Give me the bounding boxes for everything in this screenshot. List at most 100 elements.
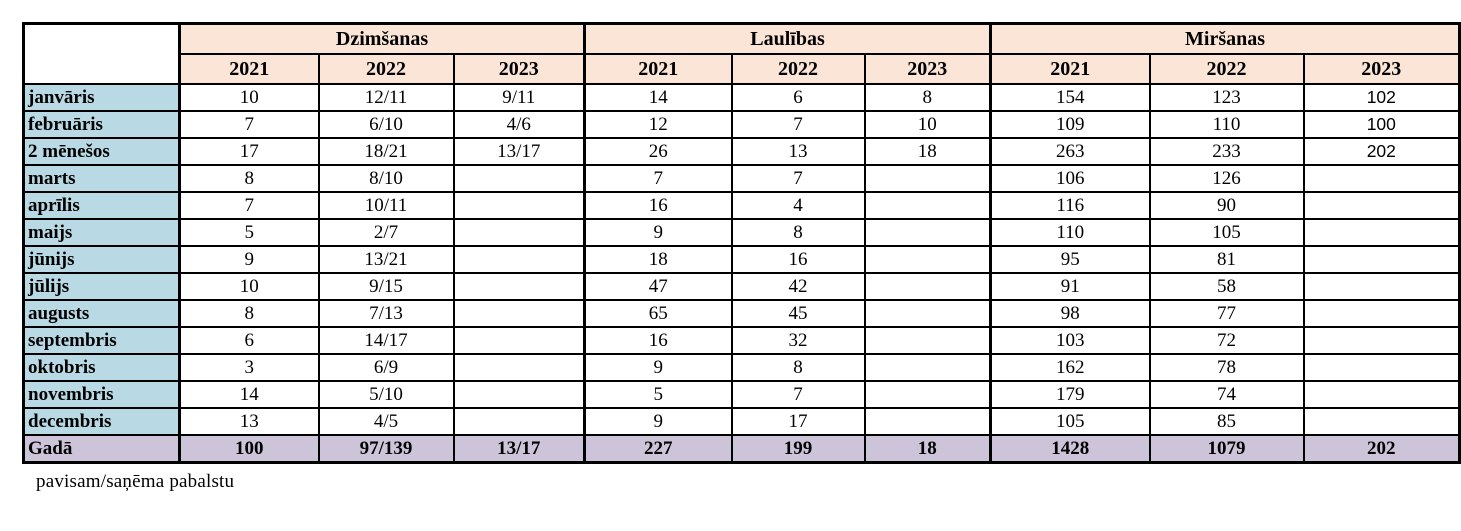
value-cell: 100 [178, 434, 320, 464]
month-label-cell: jūlijs [22, 272, 181, 301]
value-cell: 7 [730, 164, 866, 193]
table-row: februāris 7 6/10 4/6 12 7 10 109 110 100 [22, 110, 1461, 139]
value-cell: 106 [989, 164, 1151, 193]
month-label-cell: marts [22, 164, 181, 193]
value-cell: 10 [178, 272, 320, 301]
value-cell [452, 353, 586, 382]
table-row: septembris 6 14/17 16 32 103 72 [22, 326, 1461, 355]
value-cell: 81 [1148, 245, 1305, 274]
value-cell: 95 [989, 245, 1151, 274]
month-label-cell: septembris [22, 326, 181, 355]
value-cell [452, 191, 586, 220]
value-cell: 77 [1148, 299, 1305, 328]
value-cell: 16 [730, 245, 866, 274]
value-cell: 8 [863, 83, 992, 112]
value-cell: 6/9 [317, 353, 455, 382]
value-cell: 14/17 [317, 326, 455, 355]
year-header-cell: 2021 [989, 53, 1151, 85]
value-cell [863, 326, 992, 355]
table-row: jūnijs 9 13/21 18 16 95 81 [22, 245, 1461, 274]
value-cell [452, 272, 586, 301]
year-header-cell: 2021 [178, 53, 320, 85]
value-cell [452, 407, 586, 436]
value-cell: 13/17 [452, 434, 586, 464]
value-cell [452, 218, 586, 247]
value-cell: 9/11 [452, 83, 586, 112]
value-cell: 3 [178, 353, 320, 382]
value-cell: 10 [178, 83, 320, 112]
value-cell: 7 [583, 164, 733, 193]
value-cell: 98 [989, 299, 1151, 328]
value-cell: 6/10 [317, 110, 455, 139]
year-header-cell: 2022 [317, 53, 455, 85]
table-row: oktobris 3 6/9 9 8 162 78 [22, 353, 1461, 382]
table-row: aprīlis 7 10/11 16 4 116 90 [22, 191, 1461, 220]
value-cell [863, 380, 992, 409]
table-row: jūlijs 10 9/15 47 42 91 58 [22, 272, 1461, 301]
value-cell: 10/11 [317, 191, 455, 220]
value-cell: 16 [583, 326, 733, 355]
value-cell: 154 [989, 83, 1151, 112]
value-cell: 74 [1148, 380, 1305, 409]
footnote: pavisam/saņēma pabalstu [36, 471, 235, 492]
value-cell [1302, 407, 1461, 436]
year-header-cell: 2023 [1302, 53, 1461, 85]
value-cell: 42 [730, 272, 866, 301]
value-cell: 13 [178, 407, 320, 436]
value-cell: 102 [1302, 83, 1461, 112]
value-cell: 9 [583, 218, 733, 247]
value-cell: 100 [1302, 110, 1461, 139]
value-cell: 16 [583, 191, 733, 220]
value-cell: 6 [178, 326, 320, 355]
value-cell [863, 164, 992, 193]
value-cell: 6 [730, 83, 866, 112]
value-cell: 110 [1148, 110, 1305, 139]
year-header-cell: 2022 [730, 53, 866, 85]
value-cell: 8/10 [317, 164, 455, 193]
value-cell: 263 [989, 137, 1151, 166]
month-label-cell: jūnijs [22, 245, 181, 274]
value-cell: 18 [583, 245, 733, 274]
value-cell [863, 218, 992, 247]
total-row: Gadā 100 97/139 13/17 227 199 18 1428 1079 202 [22, 434, 1461, 464]
value-cell [1302, 326, 1461, 355]
value-cell [452, 245, 586, 274]
year-header-cell: 2023 [863, 53, 992, 85]
value-cell: 8 [730, 218, 866, 247]
value-cell: 5 [178, 218, 320, 247]
value-cell: 7 [178, 110, 320, 139]
value-cell: 202 [1302, 137, 1461, 166]
value-cell: 85 [1148, 407, 1305, 436]
value-cell: 4/5 [317, 407, 455, 436]
value-cell: 47 [583, 272, 733, 301]
value-cell: 179 [989, 380, 1151, 409]
value-cell: 5/10 [317, 380, 455, 409]
value-cell: 78 [1148, 353, 1305, 382]
value-cell: 7 [178, 191, 320, 220]
value-cell: 13 [730, 137, 866, 166]
value-cell [863, 245, 992, 274]
value-cell: 7 [730, 110, 866, 139]
value-cell [1302, 245, 1461, 274]
statistics-table: Dzimšanas Laulības Miršanas 2021 2022 20… [22, 22, 1461, 464]
value-cell: 4 [730, 191, 866, 220]
value-cell [452, 380, 586, 409]
value-cell [1302, 299, 1461, 328]
value-cell [863, 272, 992, 301]
value-cell: 123 [1148, 83, 1305, 112]
page: Dzimšanas Laulības Miršanas 2021 2022 20… [22, 22, 1461, 492]
value-cell [452, 299, 586, 328]
value-cell [863, 191, 992, 220]
value-cell [452, 164, 586, 193]
value-cell: 116 [989, 191, 1151, 220]
value-cell: 7 [730, 380, 866, 409]
value-cell: 8 [178, 299, 320, 328]
value-cell: 162 [989, 353, 1151, 382]
value-cell: 7/13 [317, 299, 455, 328]
table-row: marts 8 8/10 7 7 106 126 [22, 164, 1461, 193]
value-cell: 1079 [1148, 434, 1305, 464]
value-cell: 14 [583, 83, 733, 112]
year-header-row: 2021 2022 2023 2021 2022 2023 2021 2022 … [24, 53, 1461, 85]
value-cell: 9 [178, 245, 320, 274]
table-row: maijs 5 2/7 9 8 110 105 [22, 218, 1461, 247]
